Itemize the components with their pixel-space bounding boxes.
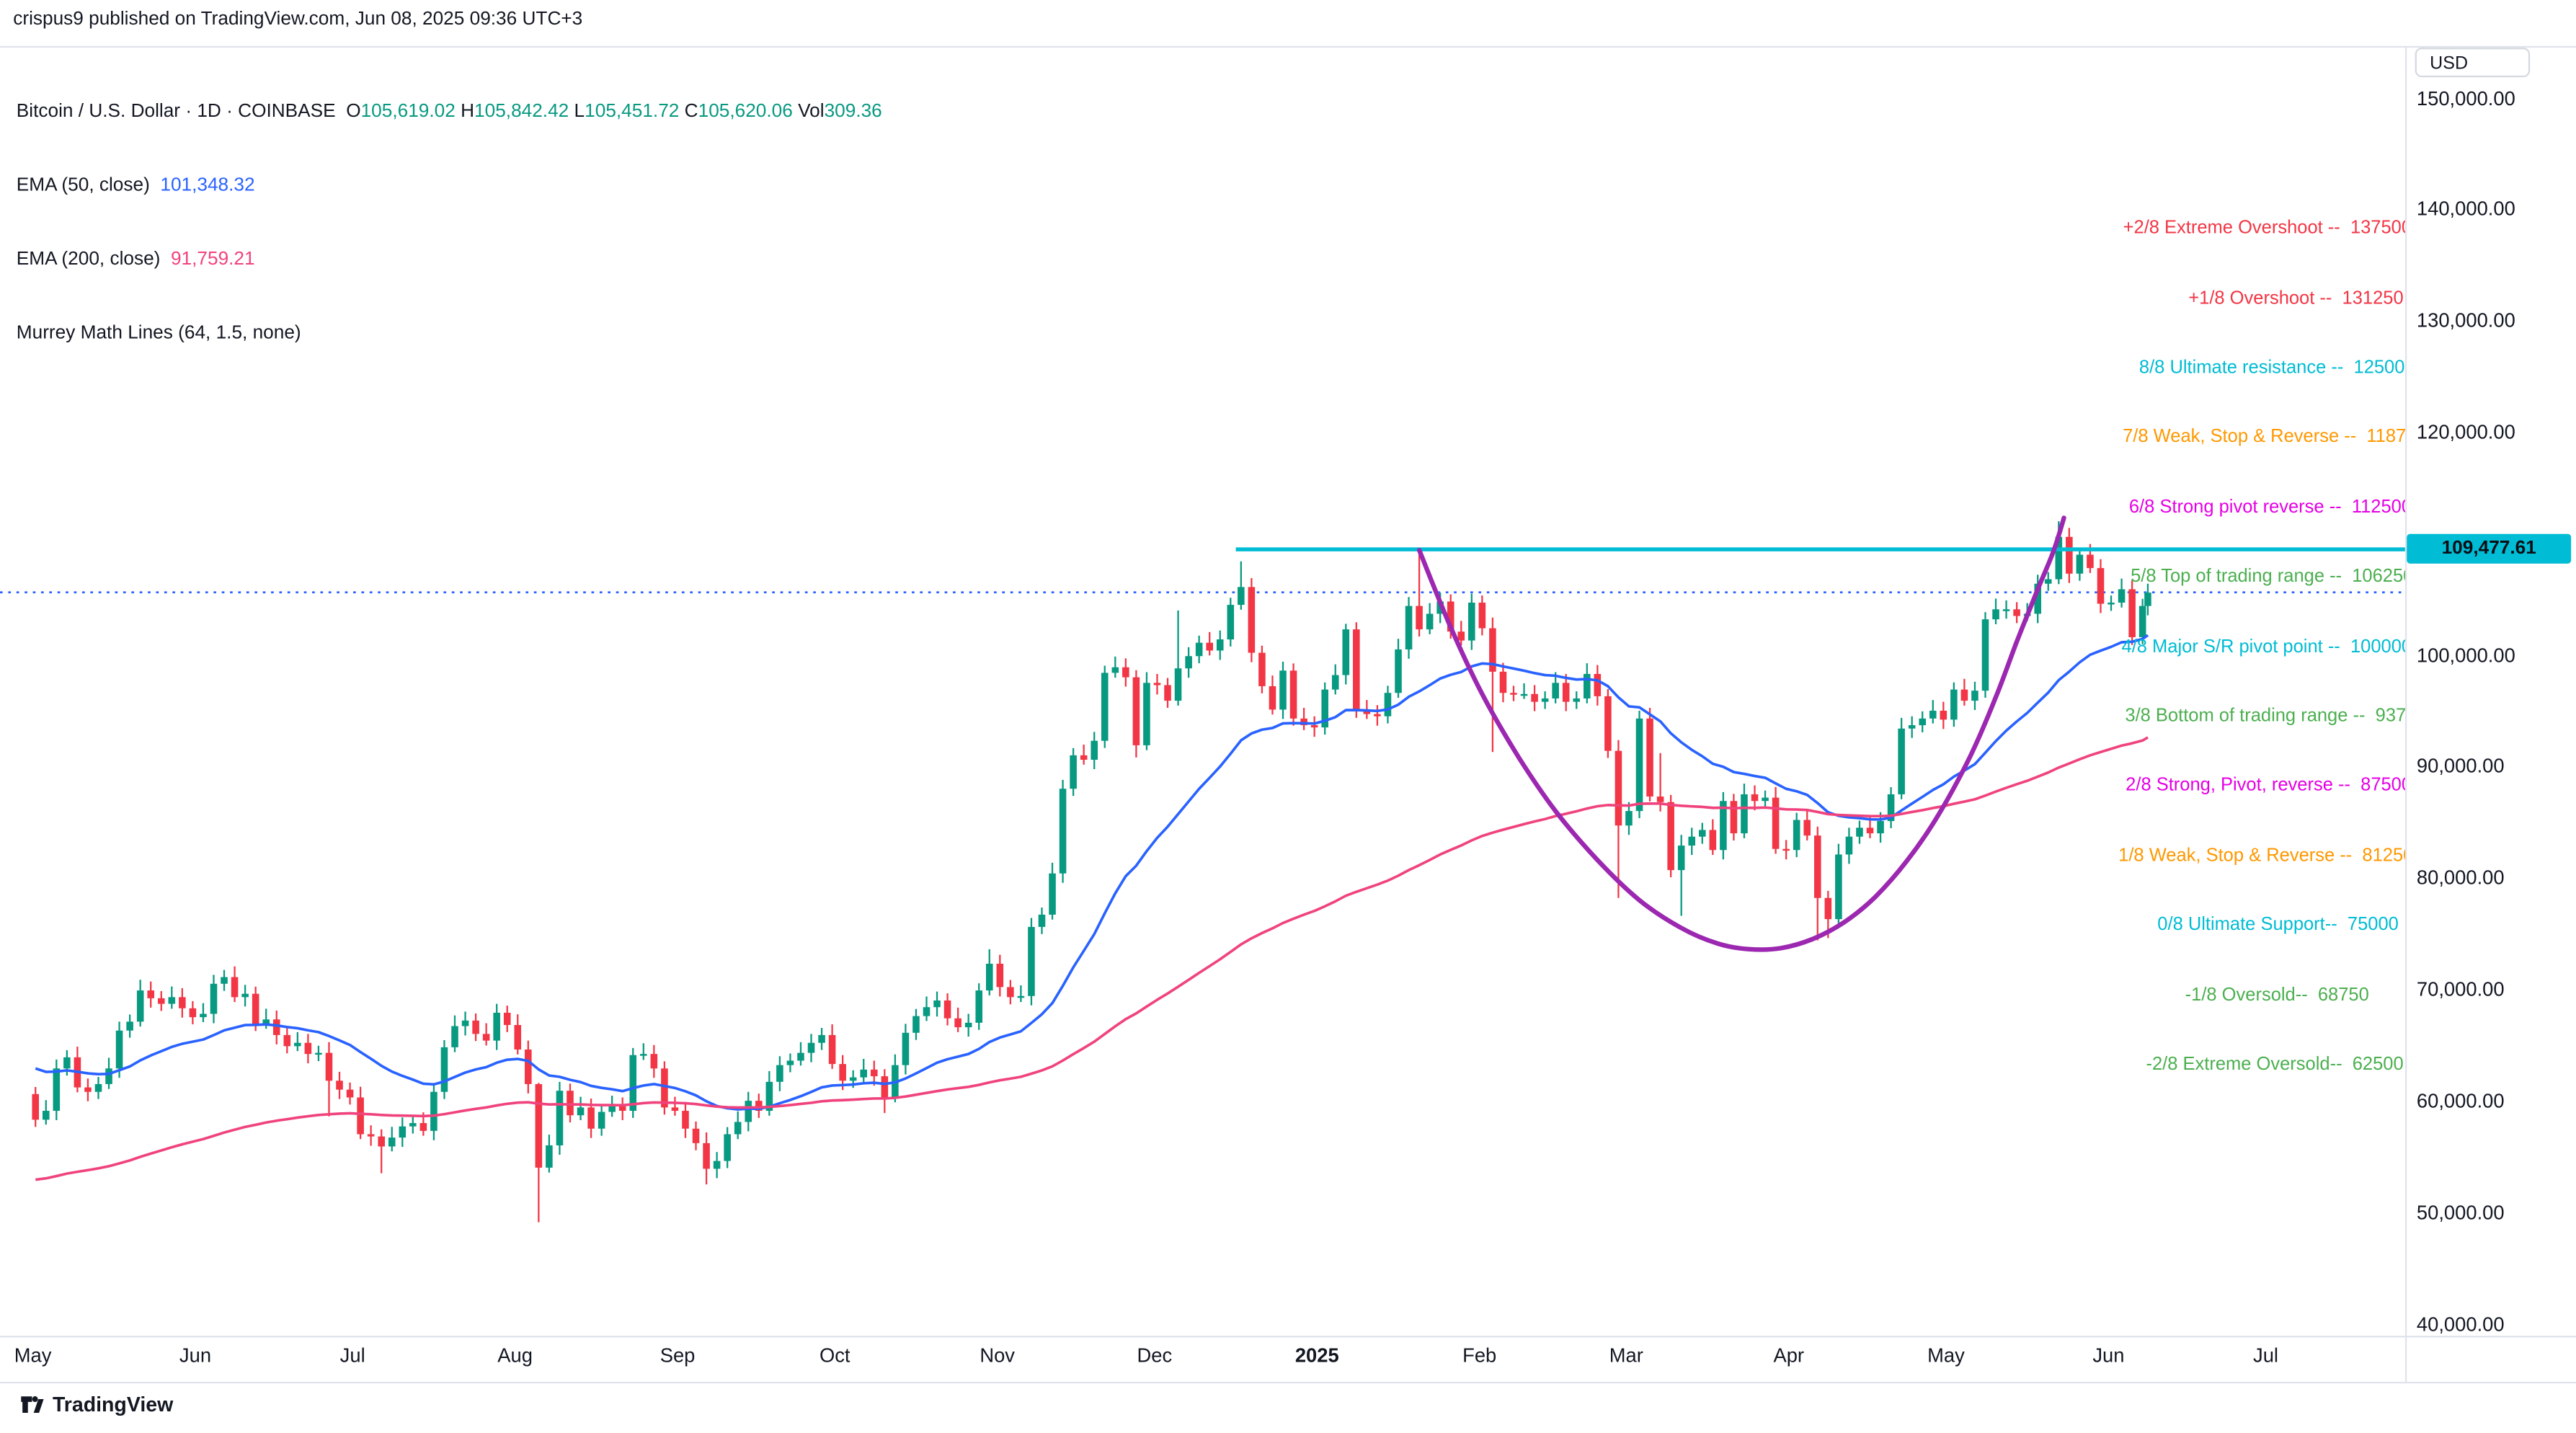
price-axis-label: 60,000.00 (2416, 1089, 2505, 1113)
murrey-level-label: 1/8 Weak, Stop & Reverse -- 81250 (2118, 846, 2405, 866)
murrey-level-label: 4/8 Major S/R pivot point -- 100000 (2121, 636, 2405, 657)
time-axis-label: Jun (179, 1344, 212, 1367)
price-axis-label: 50,000.00 (2416, 1200, 2505, 1224)
price-axis-label: 120,000.00 (2416, 420, 2515, 444)
symbol-title: Bitcoin / U.S. Dollar · 1D · COINBASE (16, 102, 336, 122)
price-axis-separator (2404, 45, 2407, 1382)
tradingview-watermark-text: TradingView (52, 1392, 174, 1416)
murrey-level-label: 7/8 Weak, Stop & Reverse -- 118750 (2123, 427, 2405, 448)
price-axis-label: 90,000.00 (2416, 755, 2505, 778)
price-axis-label: 100,000.00 (2416, 643, 2515, 667)
price-chart[interactable] (0, 46, 2405, 1336)
time-axis-label: Oct (819, 1344, 850, 1367)
chart-pane[interactable]: Bitcoin / U.S. Dollar · 1D · COINBASE O1… (0, 46, 2405, 1336)
time-axis-label: Aug (497, 1344, 533, 1367)
currency-toggle-button[interactable]: USD (2415, 48, 2531, 78)
murrey-level-label: 2/8 Strong, Pivot, reverse -- 87500 (2126, 776, 2405, 797)
ema50-value: 101,348.32 (160, 175, 255, 196)
murrey-level-label: 0/8 Ultimate Support-- 75000 (2157, 915, 2399, 936)
pane-top-border (0, 45, 2576, 48)
murrey-level-label: 8/8 Ultimate resistance -- 125000 (2138, 358, 2405, 378)
murrey-level-label: 6/8 Strong pivot reverse -- 112500 (2128, 497, 2405, 518)
time-axis-label: Dec (1137, 1344, 1173, 1367)
price-axis-label: 140,000.00 (2416, 198, 2515, 221)
publisher-line: crispus9 published on TradingView.com, J… (13, 9, 583, 30)
murrey-level-label: 5/8 Top of trading range -- 106250 (2131, 567, 2405, 587)
time-axis-label: Apr (1773, 1344, 1805, 1367)
time-axis-label: May (14, 1344, 52, 1367)
cup-curve-drawing[interactable] (1416, 515, 2066, 952)
murrey-level-label: +2/8 Extreme Overshoot -- 137500 (2123, 218, 2405, 239)
tradingview-watermark[interactable]: TradingView (19, 1392, 173, 1416)
murrey-level-label: 3/8 Bottom of trading range -- 93750 (2125, 706, 2405, 727)
murrey-level-label: +1/8 Overshoot -- 131250 (2188, 288, 2404, 309)
time-axis-top-border (0, 1336, 2576, 1338)
candlestick-series (32, 521, 2151, 1223)
legend-ema200-row[interactable]: EMA (200, close) 91,759.21 (16, 249, 255, 270)
legend: Bitcoin / U.S. Dollar · 1D · COINBASE O1… (17, 51, 882, 396)
price-axis-label: 40,000.00 (2416, 1312, 2505, 1336)
horizontal-line-price-tag[interactable]: 109,477.61 (2407, 534, 2572, 564)
legend-symbol-row[interactable]: Bitcoin / U.S. Dollar · 1D · COINBASE O1… (16, 102, 882, 122)
time-axis-label: Mar (1609, 1344, 1643, 1367)
ema200-line (35, 736, 2149, 1181)
ema50-line (35, 634, 2149, 1111)
time-axis-label: Nov (980, 1344, 1015, 1367)
price-axis-label: 80,000.00 (2416, 866, 2505, 889)
tradingview-logo-icon (21, 1396, 44, 1414)
time-axis-label: Feb (1462, 1344, 1497, 1367)
price-axis-label: 150,000.00 (2416, 86, 2515, 110)
legend-murrey-row[interactable]: Murrey Math Lines (64, 1.5, none) (16, 324, 301, 344)
time-axis-label: Jul (2253, 1344, 2279, 1367)
time-axis-bottom-border (0, 1381, 2576, 1384)
time-axis-label: Jul (339, 1344, 365, 1367)
price-axis-label: 130,000.00 (2416, 309, 2515, 332)
ema200-value: 91,759.21 (170, 249, 255, 270)
murrey-level-label: -1/8 Oversold-- 68750 (2185, 985, 2369, 1006)
time-axis-label: May (1927, 1344, 1965, 1367)
time-axis-label: Jun (2092, 1344, 2125, 1367)
time-axis-label: Sep (659, 1344, 696, 1367)
price-axis-label: 70,000.00 (2416, 977, 2505, 1001)
murrey-level-label: -2/8 Extreme Oversold-- 62500 (2146, 1055, 2404, 1075)
time-axis-label: 2025 (1294, 1344, 1339, 1367)
legend-ema50-row[interactable]: EMA (50, close) 101,348.32 (16, 175, 255, 196)
